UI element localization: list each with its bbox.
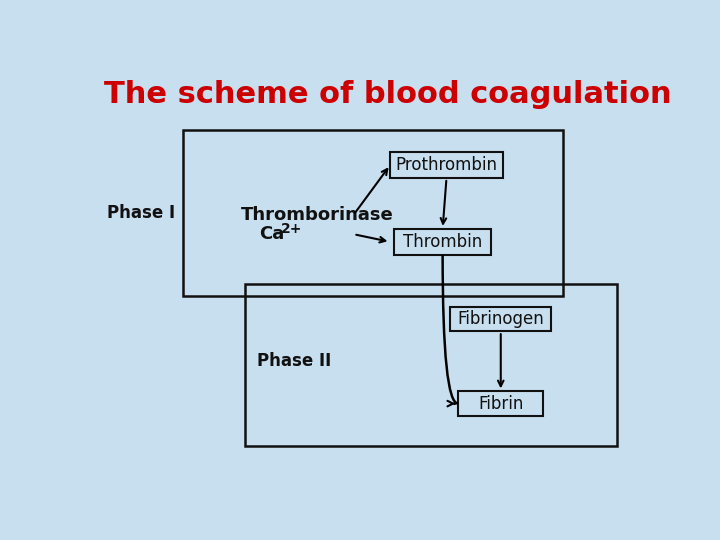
Bar <box>451 307 551 331</box>
Bar <box>390 152 503 178</box>
Bar <box>458 392 544 416</box>
Text: 2+: 2+ <box>281 222 302 236</box>
Bar <box>183 130 563 296</box>
Text: Fibrinogen: Fibrinogen <box>457 310 544 328</box>
Text: Phase II: Phase II <box>256 352 331 370</box>
Text: Prothrombin: Prothrombin <box>395 156 498 174</box>
Text: Ca: Ca <box>259 225 284 243</box>
Text: Fibrin: Fibrin <box>478 395 523 413</box>
Bar <box>394 229 491 255</box>
Text: Thrombin: Thrombin <box>403 233 482 251</box>
Text: Thromborinase: Thromborinase <box>241 206 394 224</box>
Text: The scheme of blood coagulation: The scheme of blood coagulation <box>104 79 672 109</box>
Text: Phase I: Phase I <box>107 204 175 221</box>
Bar <box>245 284 617 446</box>
